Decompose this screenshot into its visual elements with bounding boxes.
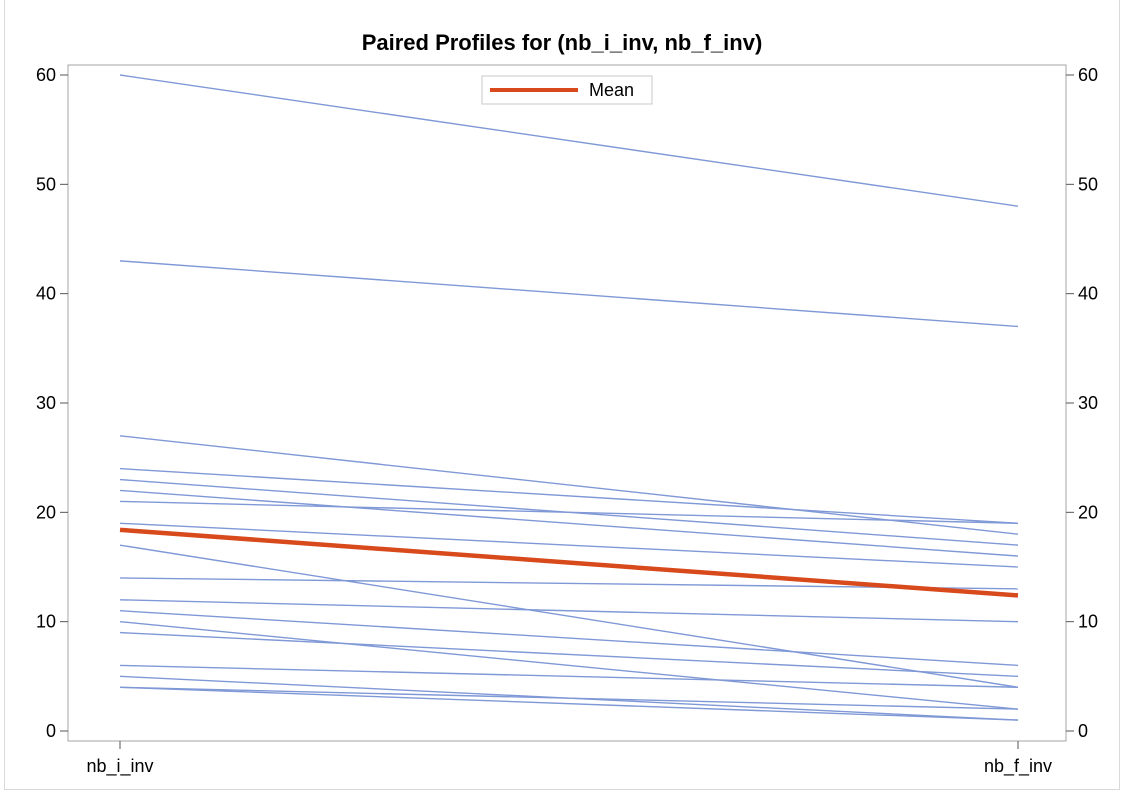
- profile-line: [119, 631, 1019, 678]
- profile-line: [119, 544, 1019, 688]
- profile-line: [119, 686, 1019, 721]
- x-tick-label: nb_f_inv: [984, 756, 1052, 777]
- right-y-axis: 0 10 20 30 40 50 60: [1066, 65, 1098, 741]
- y2-tick-label: 30: [1078, 393, 1098, 413]
- y-tick-label: 0: [46, 721, 56, 741]
- left-y-axis: 0 10 20 30 40 50 60: [36, 65, 68, 741]
- profile-line: [119, 610, 1019, 667]
- profile-line: [119, 620, 1019, 710]
- legend-mean-label: Mean: [589, 80, 634, 100]
- x-tick-label: nb_i_inv: [86, 756, 153, 777]
- profile-line: [119, 522, 1019, 568]
- profile-line: [119, 664, 1019, 688]
- legend: Mean: [481, 75, 653, 105]
- plot-area: [67, 64, 1067, 742]
- profile-line: [119, 489, 1019, 557]
- y2-tick-label: 60: [1078, 65, 1098, 85]
- chart-title: Paired Profiles for (nb_i_inv, nb_f_inv): [362, 30, 763, 55]
- profile-line: [119, 599, 1019, 623]
- y2-tick-label: 50: [1078, 174, 1098, 194]
- y-tick-label: 20: [36, 502, 56, 522]
- profile-line: [119, 500, 1019, 524]
- profile-line: [119, 74, 1019, 207]
- profile-lines: [119, 74, 1019, 721]
- chart-frame: [4, 0, 1120, 790]
- y-tick-label: 60: [36, 65, 56, 85]
- profile-line: [119, 467, 1019, 524]
- y2-tick-label: 10: [1078, 612, 1098, 632]
- x-axis: nb_i_inv nb_f_inv: [86, 741, 1052, 777]
- profile-line: [119, 577, 1019, 590]
- y-tick-label: 40: [36, 284, 56, 304]
- y2-tick-label: 20: [1078, 502, 1098, 522]
- mean-line-group: [119, 527, 1019, 598]
- profile-line: [119, 435, 1019, 535]
- y-tick-label: 30: [36, 393, 56, 413]
- profile-line: [119, 686, 1019, 710]
- y2-tick-label: 0: [1078, 721, 1088, 741]
- mean-line: [119, 527, 1019, 598]
- y2-tick-label: 40: [1078, 284, 1098, 304]
- y-tick-label: 10: [36, 612, 56, 632]
- y-tick-label: 50: [36, 174, 56, 194]
- profile-line: [119, 260, 1019, 328]
